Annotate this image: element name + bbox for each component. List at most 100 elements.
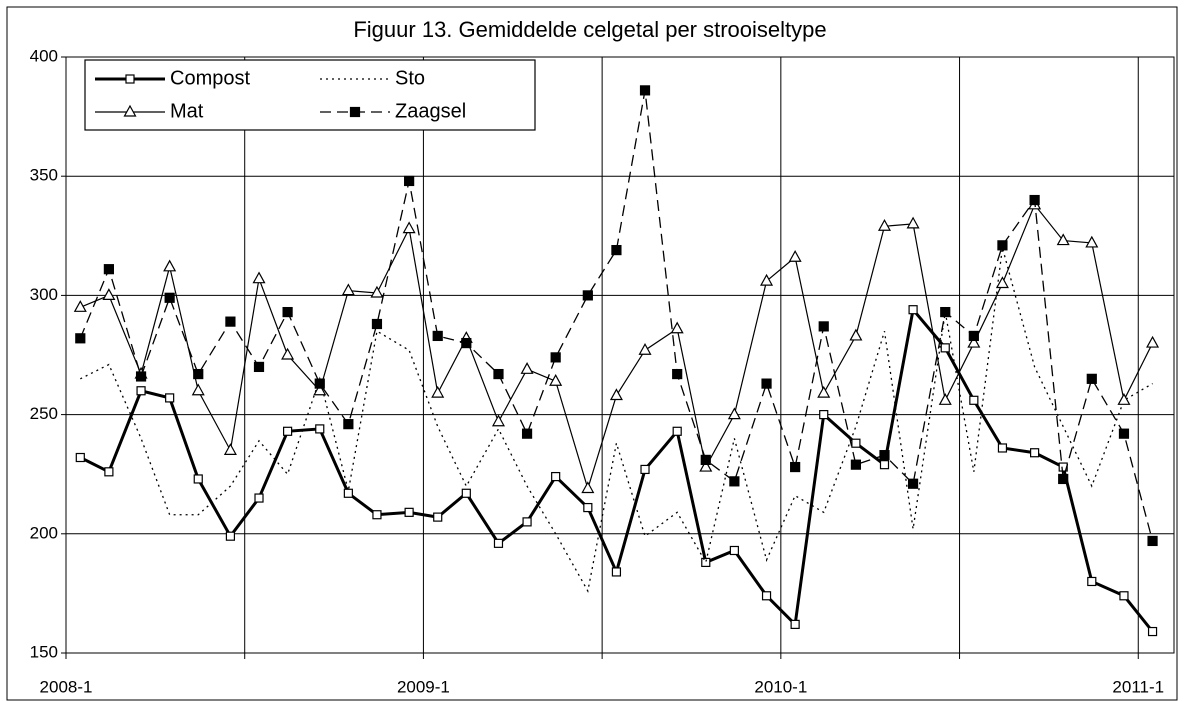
x-tick-label: 2011-1 bbox=[1112, 677, 1164, 696]
marker bbox=[314, 378, 325, 389]
marker bbox=[103, 264, 114, 275]
legend-label: Sto bbox=[395, 67, 425, 89]
marker bbox=[582, 290, 593, 301]
legend-marker bbox=[125, 74, 135, 84]
marker bbox=[75, 452, 85, 463]
plot-area bbox=[65, 56, 1175, 654]
marker bbox=[851, 438, 861, 448]
legend-label: Mat bbox=[170, 100, 204, 122]
marker bbox=[1146, 335, 1160, 348]
marker bbox=[371, 318, 383, 330]
marker bbox=[1029, 194, 1040, 206]
y-tick-label: 150 bbox=[30, 642, 58, 661]
marker bbox=[997, 443, 1008, 453]
marker bbox=[640, 464, 650, 475]
legend-marker bbox=[349, 106, 361, 118]
legend-label: Zaagsel bbox=[395, 100, 466, 122]
marker bbox=[969, 395, 979, 405]
marker bbox=[520, 362, 534, 374]
marker bbox=[253, 361, 265, 373]
marker bbox=[493, 368, 504, 380]
marker bbox=[461, 488, 471, 498]
marker bbox=[281, 347, 295, 360]
marker bbox=[551, 471, 561, 482]
marker bbox=[701, 557, 711, 568]
marker bbox=[491, 414, 505, 427]
marker bbox=[191, 383, 205, 396]
marker bbox=[581, 481, 595, 494]
marker bbox=[75, 333, 86, 344]
marker bbox=[818, 321, 829, 332]
marker bbox=[433, 512, 443, 522]
chart-frame bbox=[6, 6, 1178, 701]
marker bbox=[343, 419, 354, 430]
marker bbox=[73, 300, 87, 312]
y-tick-label: 300 bbox=[30, 285, 58, 304]
marker bbox=[727, 407, 741, 420]
marker bbox=[313, 383, 327, 396]
marker bbox=[432, 330, 443, 342]
marker bbox=[790, 461, 801, 473]
series-line bbox=[79, 90, 1154, 542]
marker bbox=[1058, 473, 1069, 485]
marker bbox=[1117, 393, 1131, 405]
y-tick-label: 250 bbox=[30, 404, 58, 423]
y-tick-label: 200 bbox=[30, 523, 58, 542]
marker bbox=[729, 476, 740, 487]
marker bbox=[639, 85, 651, 96]
marker bbox=[225, 531, 236, 541]
marker bbox=[193, 368, 204, 380]
marker bbox=[906, 216, 920, 229]
marker bbox=[611, 245, 622, 256]
marker bbox=[315, 424, 325, 434]
marker bbox=[493, 538, 504, 548]
marker bbox=[609, 388, 623, 401]
marker bbox=[1030, 448, 1040, 458]
marker bbox=[877, 219, 892, 231]
marker bbox=[282, 306, 293, 318]
marker bbox=[672, 426, 682, 436]
marker bbox=[461, 337, 472, 349]
marker bbox=[700, 454, 711, 465]
marker bbox=[522, 517, 532, 527]
marker bbox=[372, 510, 382, 520]
marker bbox=[164, 292, 175, 303]
marker bbox=[879, 460, 890, 470]
marker bbox=[163, 259, 177, 272]
marker bbox=[611, 567, 622, 577]
marker bbox=[583, 502, 593, 513]
marker bbox=[817, 385, 831, 398]
marker bbox=[819, 410, 829, 420]
marker bbox=[283, 426, 293, 436]
marker bbox=[404, 175, 415, 187]
marker bbox=[1118, 428, 1130, 439]
marker bbox=[223, 443, 237, 455]
marker bbox=[849, 328, 863, 341]
marker bbox=[370, 285, 384, 298]
marker bbox=[252, 271, 266, 284]
marker bbox=[938, 393, 952, 405]
marker bbox=[997, 240, 1008, 251]
marker bbox=[136, 386, 146, 396]
legend-marker bbox=[123, 104, 137, 117]
marker bbox=[225, 316, 236, 327]
marker bbox=[404, 507, 414, 517]
marker bbox=[967, 335, 981, 348]
marker bbox=[760, 273, 774, 286]
series-line bbox=[80, 247, 1153, 593]
marker bbox=[254, 493, 264, 503]
marker bbox=[761, 378, 772, 389]
marker bbox=[940, 343, 950, 353]
marker bbox=[1147, 535, 1158, 547]
marker bbox=[1086, 373, 1097, 384]
x-tick-label: 2008-1 bbox=[40, 677, 93, 696]
marker bbox=[1119, 591, 1129, 601]
marker bbox=[995, 276, 1009, 289]
series-line bbox=[79, 306, 1154, 633]
marker bbox=[1056, 233, 1070, 246]
marker bbox=[550, 352, 561, 363]
marker bbox=[940, 306, 951, 318]
x-tick-label: 2010-1 bbox=[754, 677, 807, 696]
marker bbox=[761, 591, 772, 601]
